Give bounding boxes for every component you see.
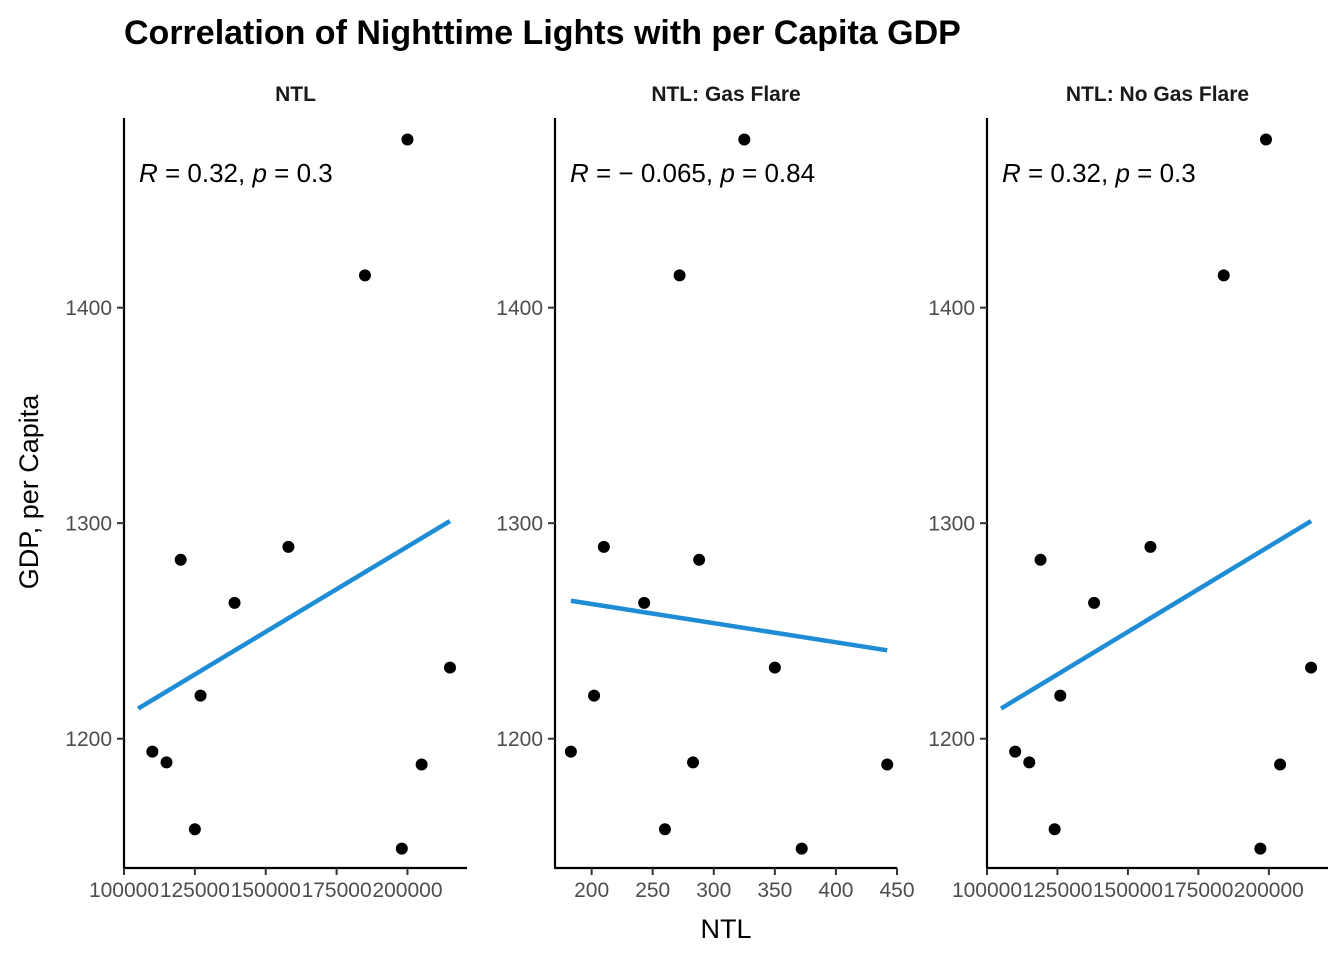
panel-strip-label: NTL [275, 83, 316, 106]
data-point [1048, 823, 1061, 836]
x-tick-label: 125000 [1022, 879, 1092, 902]
data-point [1305, 661, 1318, 674]
data-point [146, 745, 159, 758]
data-point [358, 269, 371, 282]
x-tick-label: 200000 [1234, 879, 1304, 902]
x-tick-label: 175000 [302, 879, 372, 902]
data-point [1254, 842, 1267, 855]
y-tick-label: 1200 [65, 728, 112, 751]
regression-line [137, 519, 452, 711]
data-point [1260, 133, 1272, 146]
y-tick-label: 1400 [65, 297, 112, 320]
data-point [693, 553, 706, 566]
r-symbol: R [1002, 158, 1021, 188]
x-tick-label: 450 [879, 879, 914, 902]
data-point [282, 540, 295, 553]
data-point [1023, 756, 1036, 769]
data-point [673, 269, 686, 282]
data-point [564, 745, 577, 758]
p-symbol: p [719, 158, 734, 188]
p-value: = 0.3 [267, 158, 333, 188]
p-symbol: p [1114, 158, 1129, 188]
data-point [597, 540, 610, 553]
data-point [687, 756, 700, 769]
r-value: = − 0.065, [589, 158, 721, 188]
r-value: = 0.32, [1021, 158, 1116, 188]
x-tick-label: 250 [635, 879, 670, 902]
data-point [1054, 689, 1067, 702]
data-point [795, 842, 808, 855]
panel-strip-label: NTL: No Gas Flare [1066, 83, 1249, 106]
y-tick-label: 1300 [928, 513, 975, 536]
data-point [881, 758, 894, 771]
data-point [1274, 758, 1287, 771]
r-value: = 0.32, [158, 158, 253, 188]
x-tick-label: 175000 [1163, 879, 1233, 902]
x-tick-label: 200 [574, 879, 609, 902]
data-point [194, 689, 207, 702]
data-point [588, 689, 601, 702]
x-tick-label: 300 [696, 879, 731, 902]
x-tick-label: 200000 [372, 879, 442, 902]
correlation-annotation: R = − 0.065, p = 0.84 [570, 158, 815, 188]
data-point [738, 133, 751, 146]
x-axis-label: NTL [700, 914, 751, 944]
data-point [638, 596, 651, 609]
data-point [188, 823, 201, 836]
data-point [174, 553, 187, 566]
x-tick-label: 150000 [231, 879, 301, 902]
regression-line [570, 598, 888, 653]
y-tick-label: 1400 [496, 297, 543, 320]
x-tick-label: 125000 [160, 879, 230, 902]
data-point [768, 661, 781, 674]
data-point [228, 596, 241, 609]
p-symbol: p [251, 158, 266, 188]
panel-2: NTL: Gas Flare 1200 1300 1400 200 250 300 350 40… [496, 83, 914, 902]
x-tick-label: 350 [757, 879, 792, 902]
data-point [395, 842, 408, 855]
data-point [1009, 745, 1022, 758]
x-tick-label: 100000 [89, 879, 159, 902]
panel-strip-label: NTL: Gas Flare [651, 83, 800, 106]
x-tick-label: 100000 [952, 879, 1022, 902]
regression-line [999, 519, 1313, 711]
panel-3: NTL: No Gas Flare 1200 1300 1400 100000 12500… [928, 83, 1328, 902]
data-point [1217, 269, 1230, 282]
data-point [443, 661, 456, 674]
y-tick-label: 1200 [496, 728, 543, 751]
data-point [415, 758, 428, 771]
x-tick-label: 150000 [1093, 879, 1163, 902]
data-point [1144, 540, 1157, 553]
r-symbol: R [570, 158, 589, 188]
correlation-annotation: R = 0.32, p = 0.3 [1002, 158, 1196, 188]
data-point [658, 823, 671, 836]
panel-1: NTL 1200 1300 1400 100000 125000 150000 175000 2… [65, 83, 467, 902]
y-tick-label: 1400 [928, 297, 975, 320]
x-tick-label: 400 [818, 879, 853, 902]
y-tick-label: 1300 [496, 513, 543, 536]
y-tick-label: 1200 [928, 728, 975, 751]
correlation-annotation: R = 0.32, p = 0.3 [139, 158, 333, 188]
data-point [160, 756, 173, 769]
r-symbol: R [139, 158, 158, 188]
data-point [1034, 553, 1047, 566]
y-axis-label: GDP, per Capita [14, 394, 44, 590]
y-tick-label: 1300 [65, 513, 112, 536]
p-value: = 0.3 [1130, 158, 1196, 188]
data-point [401, 133, 414, 146]
data-point [1088, 596, 1101, 609]
chart-title: Correlation of Nighttime Lights with per… [124, 14, 961, 52]
p-value: = 0.84 [735, 158, 815, 188]
